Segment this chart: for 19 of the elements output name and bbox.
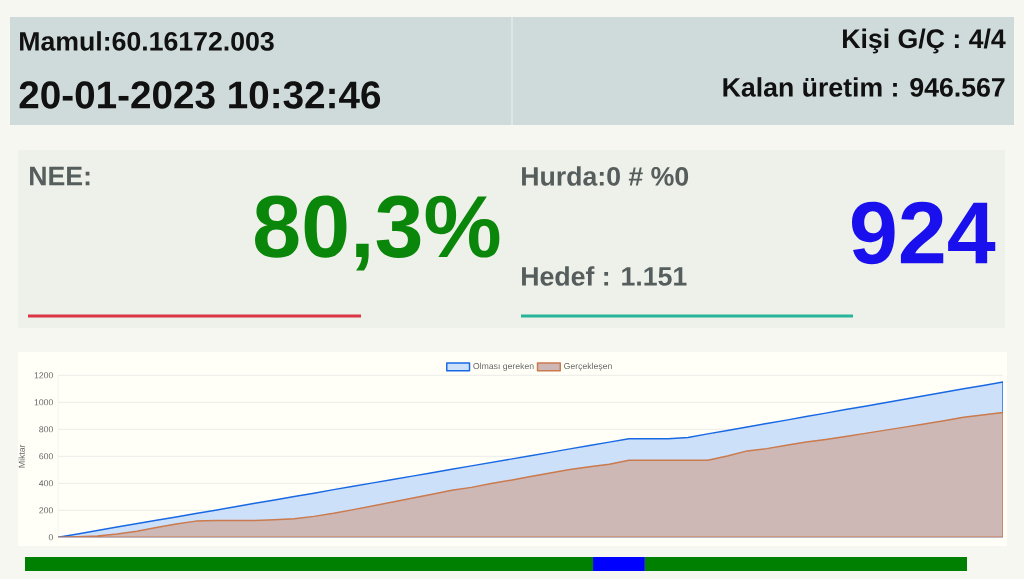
- text: 80,3%: [255, 195, 500, 271]
- text: Hedef : 1.151: [522, 266, 687, 286]
- text: Kalan üretim : 946.567: [723, 77, 1005, 97]
- y-tick-label: 1000: [34, 399, 53, 406]
- text: 924: [851, 201, 996, 265]
- y-tick-label: 600: [39, 453, 53, 460]
- legend-label: Gerçekleşen: [564, 362, 612, 371]
- y-tick-label: 1200: [34, 372, 53, 379]
- y-axis-title: Miktar: [18, 444, 25, 468]
- y-tick-label: 200: [39, 507, 53, 514]
- y-tick-label: 0: [48, 534, 53, 541]
- text: Hurda:0 # %0: [522, 166, 689, 186]
- text: 20-01-2023 10:32:46: [19, 81, 381, 109]
- text: NEE:: [30, 166, 90, 186]
- y-tick-label: 400: [39, 480, 53, 487]
- text: Kişi G/Ç : 4/4: [843, 28, 1006, 54]
- text: Mamul:60.16172.003: [20, 31, 274, 51]
- y-tick-label: 800: [39, 426, 53, 433]
- legend-label: Olması gereken: [473, 362, 534, 371]
